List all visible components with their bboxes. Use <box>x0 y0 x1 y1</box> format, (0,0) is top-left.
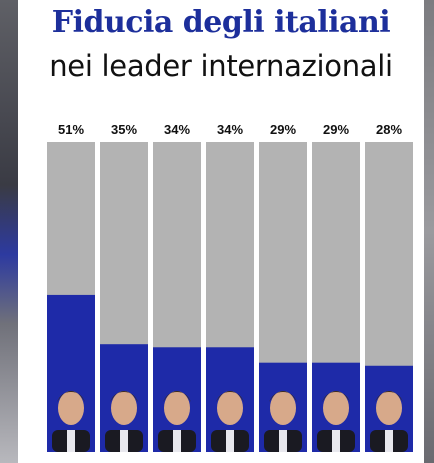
leader-photo-face-1 <box>58 391 84 425</box>
leader-photo-hair-3 <box>163 391 191 402</box>
leader-photo-hair-2 <box>110 391 138 402</box>
leader-photo-shirt-3 <box>173 430 181 452</box>
bar-value-label-6: 29% <box>323 122 349 137</box>
leader-photo-hair-6 <box>322 391 350 402</box>
leader-photo-face-4 <box>217 391 243 425</box>
leader-photo-hair-4 <box>216 391 244 402</box>
leader-photo-face-2 <box>111 391 137 425</box>
bar-value-label-5: 29% <box>270 122 296 137</box>
leader-photo-face-5 <box>270 391 296 425</box>
leader-photo-shirt-2 <box>120 430 128 452</box>
background-edge-left <box>0 0 18 463</box>
leader-photo-face-7 <box>376 391 402 425</box>
leader-photo-hair-5 <box>269 391 297 402</box>
background-edge-right <box>424 0 434 463</box>
leader-photo-shirt-6 <box>332 430 340 452</box>
bar-value-label-3: 34% <box>164 122 190 137</box>
bar-value-label-1: 51% <box>58 122 84 137</box>
leader-photo-shirt-1 <box>67 430 75 452</box>
chart-subtitle: nei leader internazionali <box>49 49 393 83</box>
chart-title: Fiducia degli italiani <box>51 5 391 40</box>
leader-photo-shirt-5 <box>279 430 287 452</box>
leader-photo-shirt-4 <box>226 430 234 452</box>
bar-value-label-7: 28% <box>376 122 402 137</box>
bar-value-label-2: 35% <box>111 122 137 137</box>
bar-1 <box>47 294 95 452</box>
leader-photo-face-3 <box>164 391 190 425</box>
bar-value-label-4: 34% <box>217 122 243 137</box>
leader-photo-face-6 <box>323 391 349 425</box>
leader-photo-hair-1 <box>57 391 85 402</box>
leader-photo-hair-7 <box>375 391 403 402</box>
leader-photo-shirt-7 <box>385 430 393 452</box>
